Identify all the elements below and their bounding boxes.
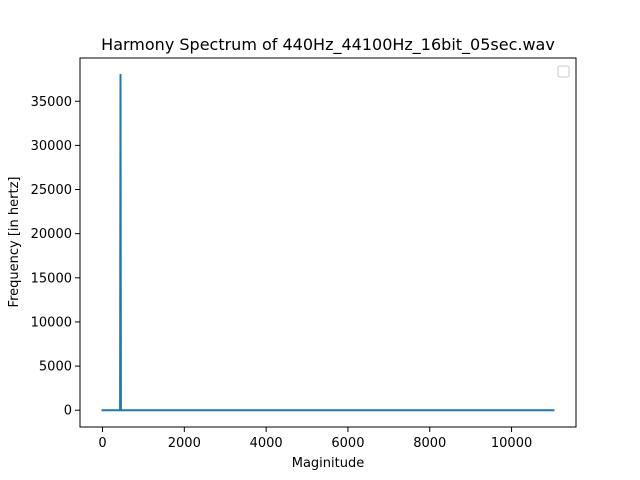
data-series-line [101,73,555,412]
x-tick-label: 0 [98,436,106,451]
y-tick-label: 30000 [31,139,72,154]
legend [557,65,570,78]
axes-frame [79,57,577,428]
y-tick-label: 25000 [31,183,72,198]
x-tick-label: 6000 [331,436,364,451]
x-tick-label: 10000 [491,436,532,451]
x-axis-label: Maginitude [292,456,364,471]
legend-frame [557,65,570,78]
x-tick-label: 2000 [168,436,201,451]
chart-title: Harmony Spectrum of 440Hz_44100Hz_16bit_… [101,35,555,55]
y-tick-label: 5000 [39,360,72,375]
x-tick-label: 4000 [250,436,283,451]
y-tick-label: 10000 [31,315,72,330]
y-axis: 0 5000 10000 15000 20000 25000 30000 35000 [31,95,80,419]
y-axis-label: Frequency [in hertz] [7,177,22,308]
y-tick-label: 20000 [31,227,72,242]
x-tick-label: 8000 [413,436,446,451]
y-tick-label: 0 [64,404,72,419]
plot-area [101,73,555,412]
x-axis: 0 2000 4000 6000 8000 10000 [98,427,532,451]
y-tick-label: 15000 [31,271,72,286]
y-tick-label: 35000 [31,95,72,110]
